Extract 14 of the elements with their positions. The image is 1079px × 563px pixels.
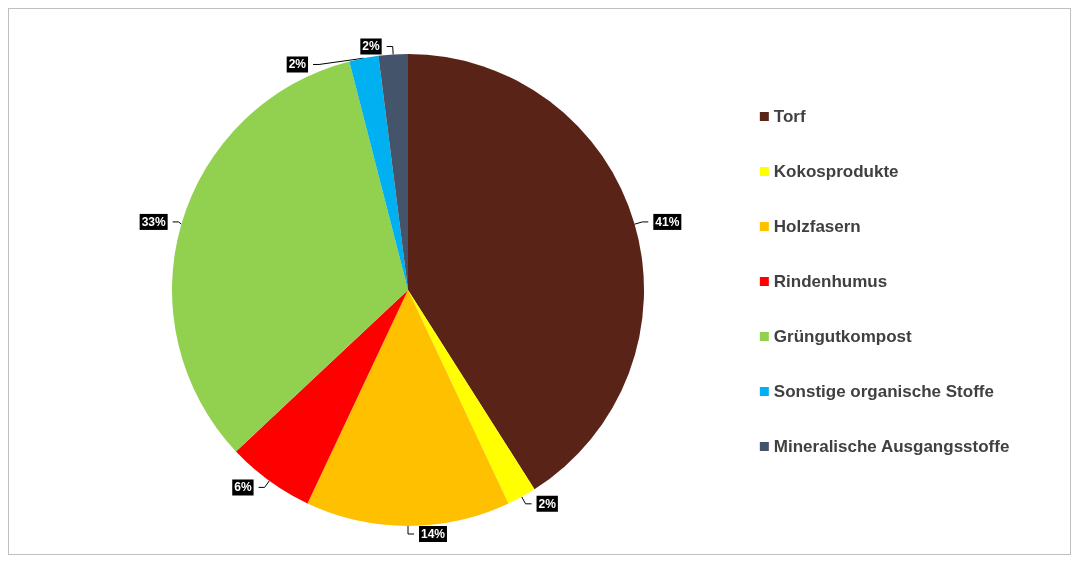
- legend-label: Grüngutkompost: [773, 327, 913, 346]
- data-label: 2%: [538, 496, 557, 511]
- legend-label: Sonstige organische Stoffe: [773, 382, 994, 401]
- legend-label: Rindenhumus: [773, 272, 888, 291]
- legend-label: Kokosprodukte: [773, 162, 899, 181]
- legend-label: Holzfasern: [773, 217, 861, 236]
- legend-label: Torf: [773, 107, 806, 126]
- data-label: 2%: [362, 39, 381, 54]
- data-label: 6%: [234, 480, 252, 495]
- data-label: 41%: [655, 214, 680, 229]
- data-label: 33%: [141, 214, 166, 229]
- data-label: 14%: [421, 527, 446, 541]
- legend-label: Mineralische Ausgangsstoffe: [773, 437, 1010, 456]
- data-label: 2%: [288, 57, 307, 72]
